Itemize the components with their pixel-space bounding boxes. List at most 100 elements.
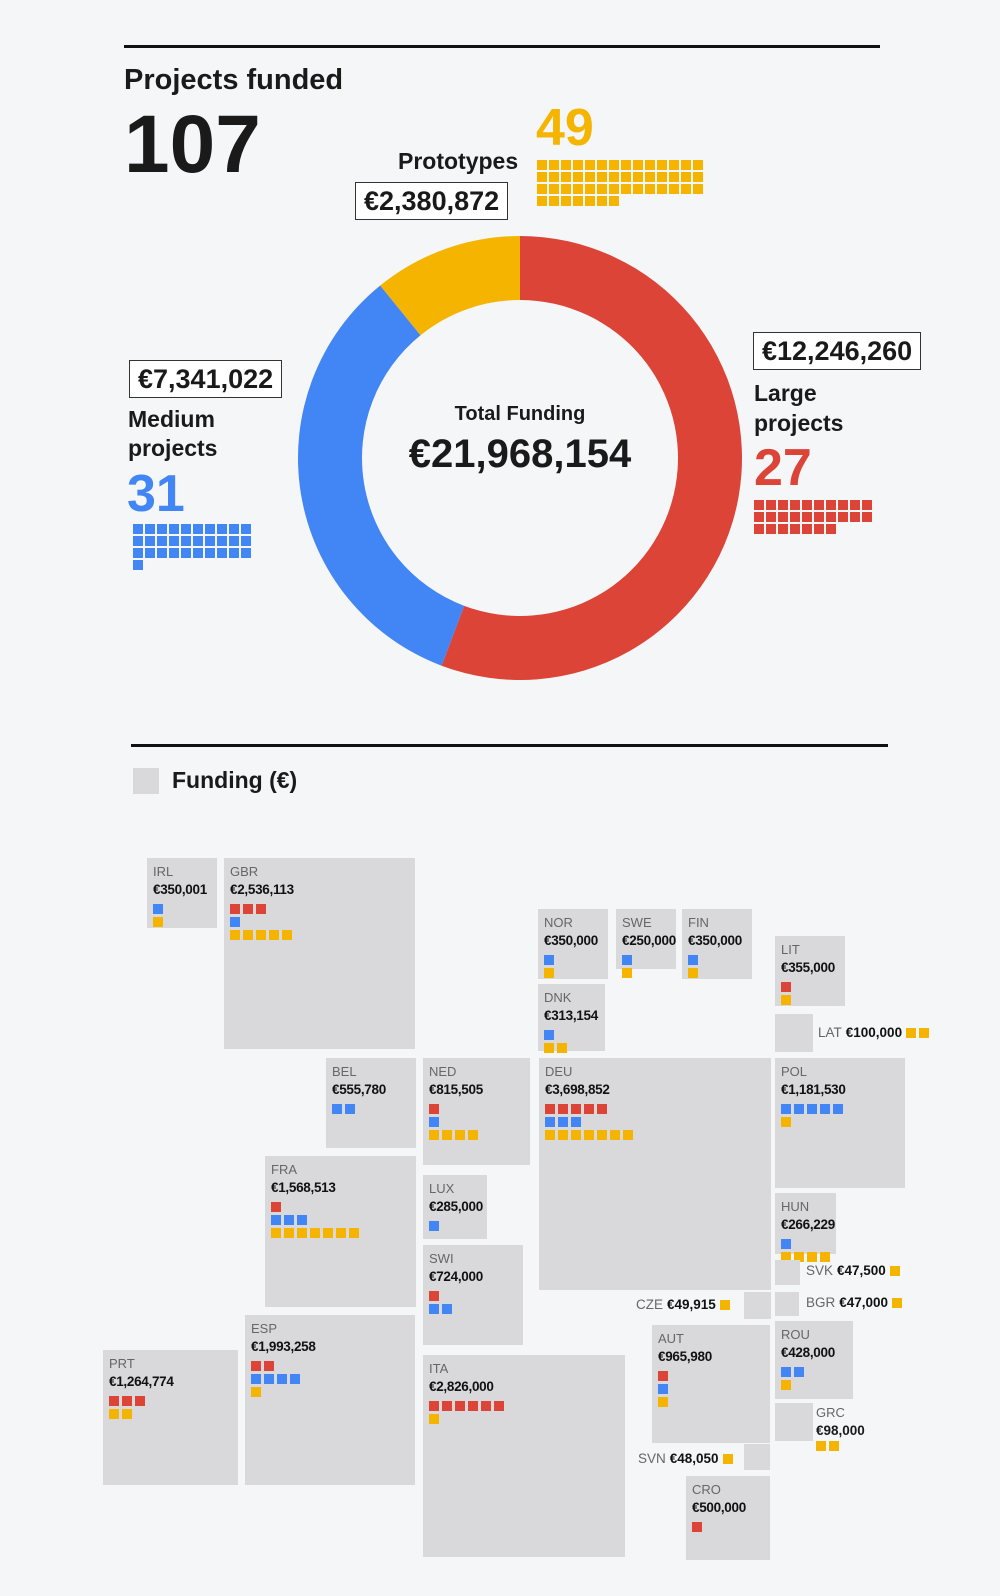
unit-square (645, 184, 655, 194)
country-square-row (658, 1397, 668, 1407)
country-code: NED (429, 1064, 457, 1079)
country-unit-square (906, 1027, 917, 1038)
unit-square (802, 524, 812, 534)
country-unit-square (264, 1374, 274, 1384)
country-unit-square (269, 930, 279, 940)
country-square-row (892, 1297, 903, 1308)
country-square-row (429, 1401, 504, 1411)
unit-square (169, 524, 179, 534)
country-tile-svn (744, 1444, 770, 1470)
unit-square (754, 500, 764, 510)
country-funding: €428,000 (781, 1345, 835, 1360)
country-unit-square (455, 1401, 465, 1411)
unit-square (181, 524, 191, 534)
country-tile-rou: ROU €428,000 (775, 1321, 853, 1399)
country-square-row (332, 1104, 355, 1114)
unit-square (133, 548, 143, 558)
country-label-grc: GRC €98,000 (816, 1405, 865, 1454)
country-unit-square (109, 1396, 119, 1406)
country-code: GBR (230, 864, 259, 879)
unit-square (537, 184, 547, 194)
country-funding: €1,181,530 (781, 1082, 846, 1097)
unit-square (778, 524, 788, 534)
country-square-row (658, 1371, 668, 1381)
country-code: ROU (781, 1327, 810, 1342)
country-funding: €350,000 (688, 933, 742, 948)
unit-square (549, 172, 559, 182)
unit-square (585, 160, 595, 170)
country-unit-square (781, 1380, 791, 1390)
unit-square (133, 536, 143, 546)
unit-square (193, 536, 203, 546)
country-funding: €47,500 (837, 1263, 886, 1278)
country-unit-square (336, 1228, 346, 1238)
unit-square (609, 196, 619, 206)
unit-square (561, 172, 571, 182)
country-square-row (781, 1367, 804, 1377)
unit-square (790, 512, 800, 522)
country-unit-square (692, 1522, 702, 1532)
country-unit-square (781, 1117, 791, 1127)
country-unit-square (781, 1239, 791, 1249)
unit-square (205, 548, 215, 558)
country-funding: €3,698,852 (545, 1082, 610, 1097)
unit-square (145, 536, 155, 546)
country-funding: €350,000 (544, 933, 598, 948)
country-square-row (230, 904, 292, 914)
unit-square (169, 548, 179, 558)
country-unit-square (243, 930, 253, 940)
unit-square (597, 184, 607, 194)
country-square-row (230, 930, 292, 940)
country-tile-lat (775, 1014, 813, 1052)
country-unit-square (794, 1104, 804, 1114)
country-unit-square (571, 1117, 581, 1127)
country-square-row (722, 1453, 733, 1464)
country-square-row (109, 1396, 145, 1406)
country-tile-cze (744, 1292, 771, 1319)
country-square-row (544, 968, 554, 978)
country-unit-square (122, 1396, 132, 1406)
country-square-row (251, 1387, 300, 1397)
unit-square (850, 500, 860, 510)
unit-square (681, 160, 691, 170)
unit-square (766, 512, 776, 522)
country-funding: €2,826,000 (429, 1379, 494, 1394)
country-tile-bel: BEL €555,780 (326, 1058, 416, 1148)
country-tile-pol: POL €1,181,530 (775, 1058, 905, 1188)
prototypes-unit-grid (537, 160, 703, 206)
country-unit-square (349, 1228, 359, 1238)
country-unit-square (719, 1299, 730, 1310)
country-unit-square (781, 982, 791, 992)
country-tile-esp: ESP €1,993,258 (245, 1315, 415, 1485)
country-square-row (816, 1441, 865, 1451)
country-tile-swe: SWE €250,000 (616, 909, 676, 978)
country-unit-square (571, 1104, 581, 1114)
country-unit-square (243, 904, 253, 914)
country-square-row (781, 995, 791, 1005)
legend-label: Funding (€) (172, 767, 298, 793)
country-funding: €555,780 (332, 1082, 386, 1097)
country-unit-square (622, 955, 632, 965)
country-unit-square (892, 1297, 903, 1308)
country-unit-square (442, 1401, 452, 1411)
country-unit-square (584, 1130, 594, 1140)
donut-slice-prototypes (380, 236, 520, 336)
country-unit-square (429, 1221, 439, 1231)
country-code: IRL (153, 864, 174, 879)
unit-square (241, 524, 251, 534)
country-unit-square (816, 1441, 826, 1451)
large-unit-grid (754, 500, 872, 534)
unit-square (609, 172, 619, 182)
unit-square (850, 512, 860, 522)
country-tile-aut: AUT €965,980 (652, 1325, 770, 1443)
country-unit-square (290, 1374, 300, 1384)
country-unit-square (271, 1228, 281, 1238)
country-square-row (545, 1130, 633, 1140)
unit-square (814, 512, 824, 522)
unit-square (193, 524, 203, 534)
country-tile-lux: LUX €285,000 (423, 1175, 487, 1239)
unit-square (561, 184, 571, 194)
large-amount: €12,246,260 (753, 332, 922, 370)
unit-square (549, 184, 559, 194)
country-funding: €266,229 (781, 1217, 835, 1232)
